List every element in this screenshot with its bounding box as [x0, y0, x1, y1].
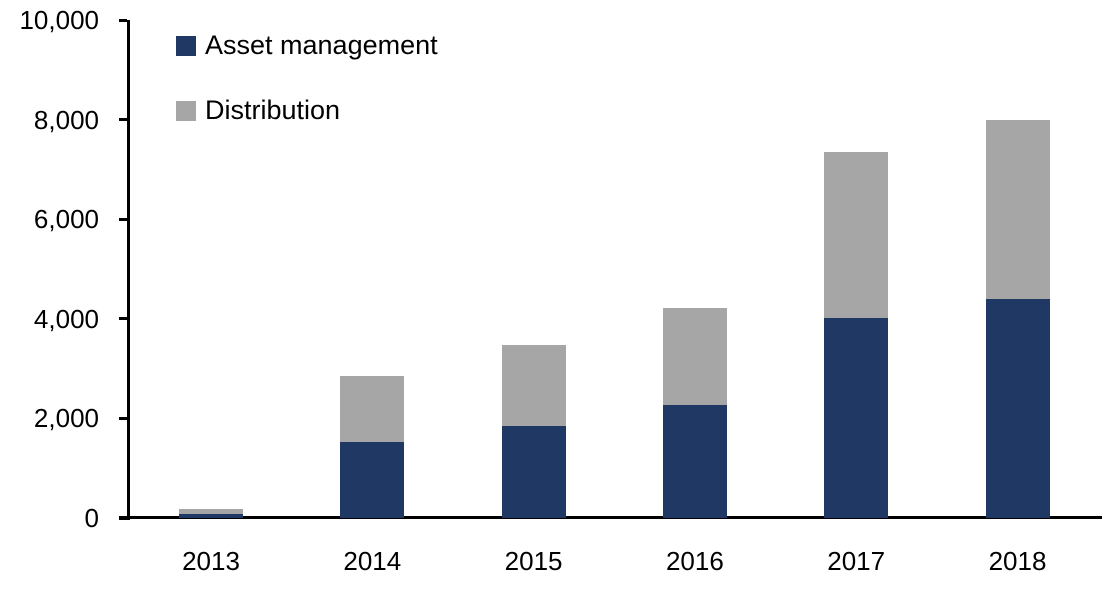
- bar-segment-2013-distribution: [179, 509, 243, 514]
- bar-segment-2015-distribution: [501, 344, 566, 426]
- y-axis-tick: [119, 18, 127, 22]
- x-axis-label-2013: 2013: [182, 546, 240, 576]
- legend-item-distribution: Distribution: [176, 95, 340, 126]
- y-axis-line: [127, 20, 130, 520]
- y-axis-tick: [119, 416, 127, 420]
- legend-label-asset-management: Asset management: [205, 30, 438, 60]
- bar-segment-2016-distribution: [662, 307, 727, 405]
- y-axis-tick-label: 0: [84, 503, 99, 533]
- bar-segment-2018-distribution: [985, 119, 1050, 300]
- legend-swatch-distribution: [176, 100, 196, 121]
- y-axis-tick-label: 8,000: [33, 104, 99, 135]
- x-axis-label-2015: 2015: [504, 546, 563, 576]
- bar-segment-2014-distribution: [340, 376, 405, 443]
- x-axis-label-2014: 2014: [343, 546, 402, 576]
- bar-segment-2018-asset-management: [985, 299, 1050, 518]
- bar-segment-2017-distribution: [824, 151, 889, 319]
- y-axis-tick-label: 4,000: [33, 303, 99, 334]
- legend-swatch-asset-management: [176, 35, 196, 56]
- bar-segment-2016-asset-management: [662, 404, 727, 518]
- y-axis-tick: [119, 516, 127, 520]
- x-axis-label-2018: 2018: [988, 546, 1047, 576]
- bar-segment-2017-asset-management: [824, 318, 889, 518]
- legend-label-distribution: Distribution: [205, 95, 341, 125]
- y-axis-tick: [119, 317, 127, 321]
- y-axis-tick-label: 2,000: [33, 403, 99, 434]
- x-axis-line: [119, 516, 1102, 519]
- y-axis-tick: [119, 118, 127, 122]
- y-axis-tick: [119, 217, 127, 221]
- x-axis-label-2017: 2017: [827, 546, 886, 576]
- y-axis-tick-label: 10,000: [19, 5, 99, 35]
- bar-segment-2014-asset-management: [340, 442, 405, 518]
- x-axis-label-2016: 2016: [665, 546, 724, 576]
- legend-item-asset-management: Asset management: [176, 30, 438, 61]
- y-axis-tick-label: 6,000: [33, 204, 99, 235]
- bar-segment-2015-asset-management: [501, 425, 566, 518]
- bar-segment-2013-asset-management: [179, 513, 243, 518]
